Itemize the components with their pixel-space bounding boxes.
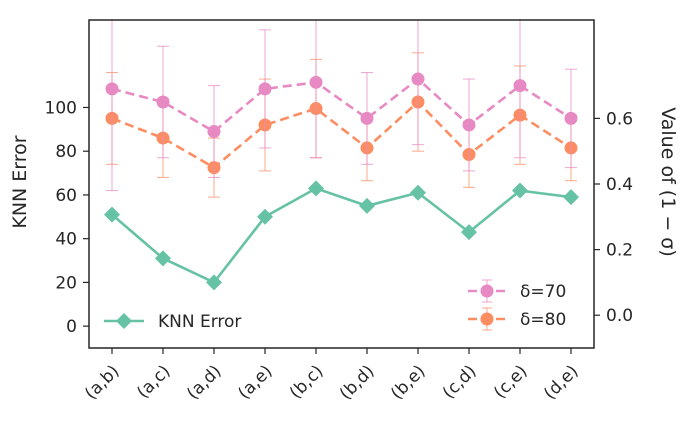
- series-1: [105, 20, 578, 192]
- x-tick-label: (d,e): [540, 361, 582, 403]
- data-point: [359, 197, 375, 214]
- left-tick-label: 100: [45, 98, 77, 118]
- legend-label: δ=70: [520, 282, 566, 302]
- right-tick-label: 0.0: [606, 306, 633, 326]
- x-axis: (a,b) (a,c) (a,d) (a,e) (b,c) (b,d) (b,e) (c,d)…: [81, 348, 583, 404]
- series-line: [111, 100, 572, 170]
- data-point: [257, 208, 273, 225]
- series-line: [111, 77, 572, 134]
- right-tick-label: 0.4: [606, 175, 633, 195]
- x-tick-label: (c,d): [439, 361, 481, 403]
- legend-label: KNN Error: [158, 312, 241, 332]
- data-point: [360, 111, 374, 125]
- legend-marker: [480, 284, 494, 298]
- right-axis-label: Value of (1 − σ): [657, 107, 679, 257]
- x-tick-label: (a,c): [133, 361, 174, 402]
- legend-label: δ=80: [520, 310, 566, 330]
- data-point: [410, 184, 426, 201]
- series-0: [104, 180, 579, 291]
- x-tick-label: (a,b): [81, 361, 123, 403]
- data-point: [206, 274, 222, 291]
- data-point: [156, 95, 170, 109]
- x-tick-label: (c,e): [490, 361, 531, 402]
- data-point: [564, 111, 578, 125]
- x-tick-label: (b,d): [336, 361, 379, 404]
- data-point: [308, 180, 324, 197]
- right-tick-label: 0.2: [606, 241, 633, 261]
- left-tick-label: 40: [55, 230, 77, 250]
- left-axis: 0 20 40 60 80 100: [45, 98, 89, 337]
- x-tick-label: (b,e): [387, 361, 429, 403]
- x-tick-label: (a,e): [234, 361, 276, 403]
- data-point: [155, 250, 171, 267]
- data-point: [258, 82, 272, 96]
- legend-marker: [116, 313, 132, 329]
- plot-frame: [88, 19, 595, 349]
- series-layer: [104, 20, 579, 291]
- left-tick-label: 0: [66, 317, 77, 337]
- left-tick-label: 80: [55, 142, 77, 162]
- right-axis: 0.0 0.2 0.4 0.6: [594, 109, 633, 326]
- data-point: [512, 182, 528, 199]
- legend-knn: KNN Error: [104, 312, 241, 332]
- data-point: [513, 79, 527, 93]
- legend-delta: δ=70 δ=80: [468, 279, 566, 331]
- data-point: [309, 75, 323, 89]
- data-point: [411, 72, 425, 86]
- data-point: [563, 189, 579, 206]
- data-point: [105, 82, 119, 96]
- left-tick-label: 20: [55, 273, 77, 293]
- x-tick-label: (a,d): [183, 361, 225, 403]
- left-tick-label: 60: [55, 186, 77, 206]
- left-axis-label: KNN Error: [9, 135, 31, 228]
- data-point: [104, 206, 120, 223]
- data-point: [461, 224, 477, 241]
- right-tick-label: 0.6: [606, 109, 633, 129]
- data-point: [207, 125, 221, 139]
- series-line: [111, 186, 572, 285]
- legend-marker: [480, 312, 494, 326]
- data-point: [462, 118, 476, 132]
- series-2: [105, 52, 578, 198]
- x-tick-label: (b,c): [286, 361, 328, 403]
